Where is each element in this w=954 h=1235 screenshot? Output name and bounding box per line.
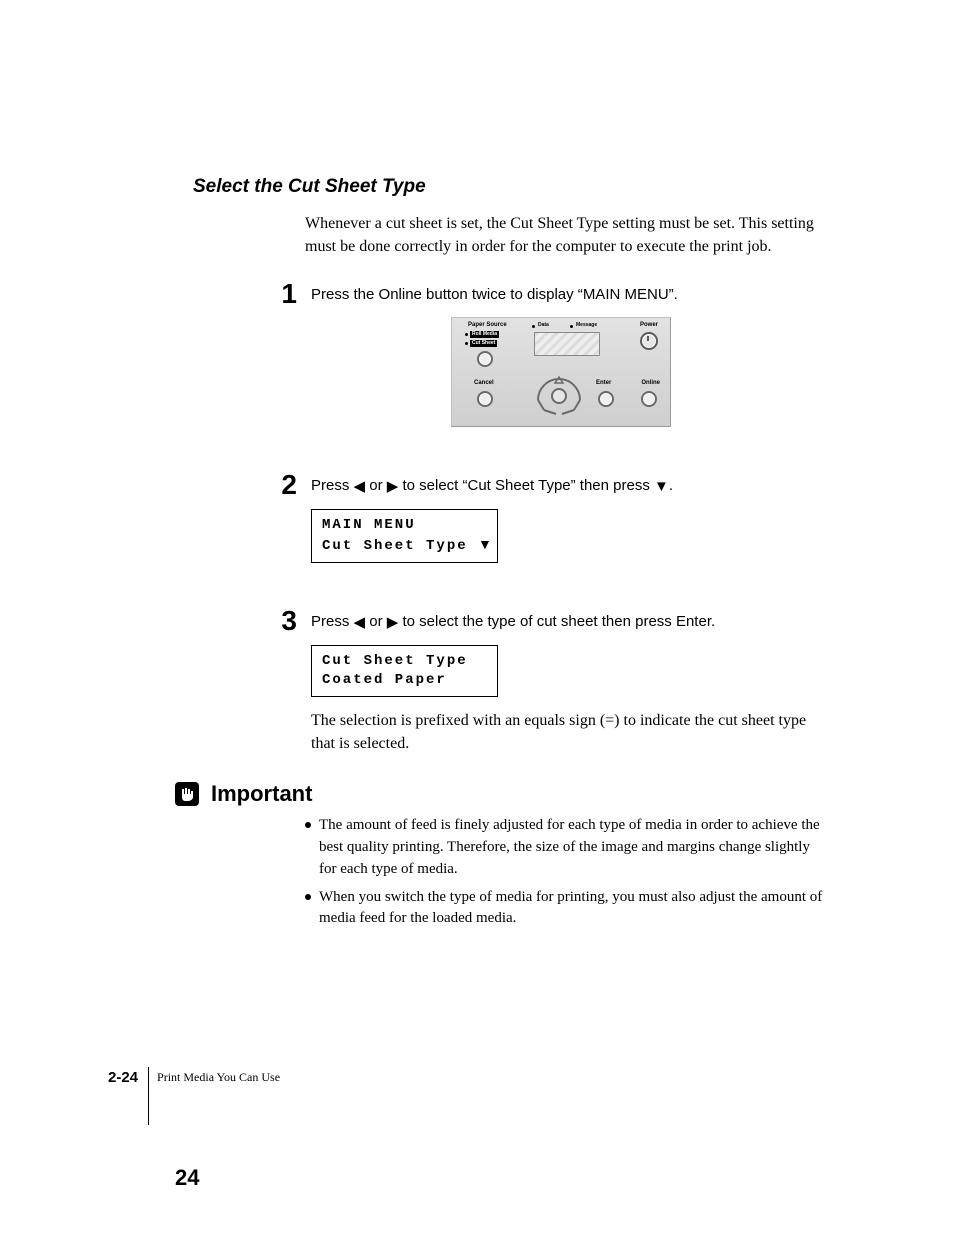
important-list: The amount of feed is finely adjusted fo… <box>305 815 824 930</box>
page: Select the Cut Sheet Type Whenever a cut… <box>0 0 954 1235</box>
footer: 2-24 Print Media You Can Use <box>108 1069 280 1125</box>
step-text-pre: Press the Online button twice to display… <box>311 286 583 303</box>
step-3: 3 Press ◀ or ▶ to select the type of cut… <box>175 607 824 755</box>
intro-paragraph: Whenever a cut sheet is set, the Cut She… <box>305 212 824 258</box>
step-body: Press the Online button twice to display… <box>311 280 824 427</box>
important-icon <box>175 782 199 806</box>
panel-screen <box>534 332 600 356</box>
power-icon <box>640 332 658 350</box>
right-arrow-icon: ▶ <box>387 613 399 631</box>
step-text: ” then press <box>571 477 654 494</box>
step-text: or <box>365 477 387 494</box>
panel-label-message: Message <box>576 322 597 328</box>
step-1: 1 Press the Online button twice to displ… <box>175 280 824 427</box>
footer-page-number: 2-24 <box>108 1069 148 1086</box>
section-title: Select the Cut Sheet Type <box>193 176 824 198</box>
step-text: . <box>669 477 673 494</box>
panel-bullet <box>532 325 535 328</box>
step-number: 2 <box>267 471 297 563</box>
printer-panel: Paper Source Roll Media Cut Sheet Data M… <box>451 317 824 427</box>
right-arrow-icon: ▶ <box>387 477 399 495</box>
panel-bg: Paper Source Roll Media Cut Sheet Data M… <box>451 317 671 427</box>
step-2: 2 Press ◀ or ▶ to select “Cut Sheet Type… <box>175 471 824 563</box>
step-text: or <box>365 613 387 630</box>
down-arrow-icon: ▼ <box>654 478 669 495</box>
panel-bullet <box>465 342 468 345</box>
lcd-line1: Cut Sheet Type <box>322 652 487 671</box>
step-text: to select “ <box>398 477 467 494</box>
lcd-line2: Coated Paper <box>322 671 487 690</box>
lcd-line1: MAIN MENU <box>322 516 487 535</box>
jog-dial-icon <box>534 374 584 418</box>
panel-cut-sheet: Cut Sheet <box>470 340 497 347</box>
ring-icon <box>598 391 614 407</box>
ring-icon <box>477 351 493 367</box>
panel-bullet <box>465 333 468 336</box>
important-heading: Important <box>175 781 824 807</box>
down-arrow-icon: ▼ <box>478 536 492 552</box>
step-number: 3 <box>267 607 297 755</box>
hand-icon <box>179 786 195 802</box>
left-arrow-icon: ◀ <box>354 613 366 631</box>
step-text: to select the type of cut sheet then pre… <box>398 613 715 630</box>
panel-label-data: Data <box>538 322 549 328</box>
step-text: Press <box>311 477 354 494</box>
step-target: Cut Sheet Type <box>468 477 571 494</box>
step-note: The selection is prefixed with an equals… <box>311 709 824 755</box>
step-number: 1 <box>267 280 297 427</box>
important-item: When you switch the type of media for pr… <box>305 887 824 931</box>
lcd-display: Cut Sheet Type Coated Paper <box>311 645 498 697</box>
panel-bullet <box>570 325 573 328</box>
panel-label-power: Power <box>640 322 658 328</box>
ring-icon <box>641 391 657 407</box>
important-label: Important <box>211 781 312 807</box>
bottom-page-number: 24 <box>175 1165 199 1191</box>
step-text-post: ”. <box>669 286 678 303</box>
footer-title: Print Media You Can Use <box>149 1069 280 1085</box>
lcd-display: MAIN MENU Cut Sheet Type ▼ <box>311 509 498 563</box>
important-item: The amount of feed is finely adjusted fo… <box>305 815 824 880</box>
ring-icon <box>477 391 493 407</box>
left-arrow-icon: ◀ <box>354 477 366 495</box>
step-body: Press ◀ or ▶ to select the type of cut s… <box>311 607 824 755</box>
step-text: Press <box>311 613 354 630</box>
panel-label-enter: Enter <box>596 380 611 386</box>
panel-roll-media: Roll Media <box>470 331 499 338</box>
panel-label-online: Online <box>641 380 660 386</box>
panel-label-paper-source: Paper Source <box>468 322 507 328</box>
step-body: Press ◀ or ▶ to select “Cut Sheet Type” … <box>311 471 824 563</box>
lcd-line2: Cut Sheet Type ▼ <box>322 535 487 556</box>
step-text-menu: MAIN MENU <box>583 286 669 303</box>
panel-label-cancel: Cancel <box>474 380 494 386</box>
